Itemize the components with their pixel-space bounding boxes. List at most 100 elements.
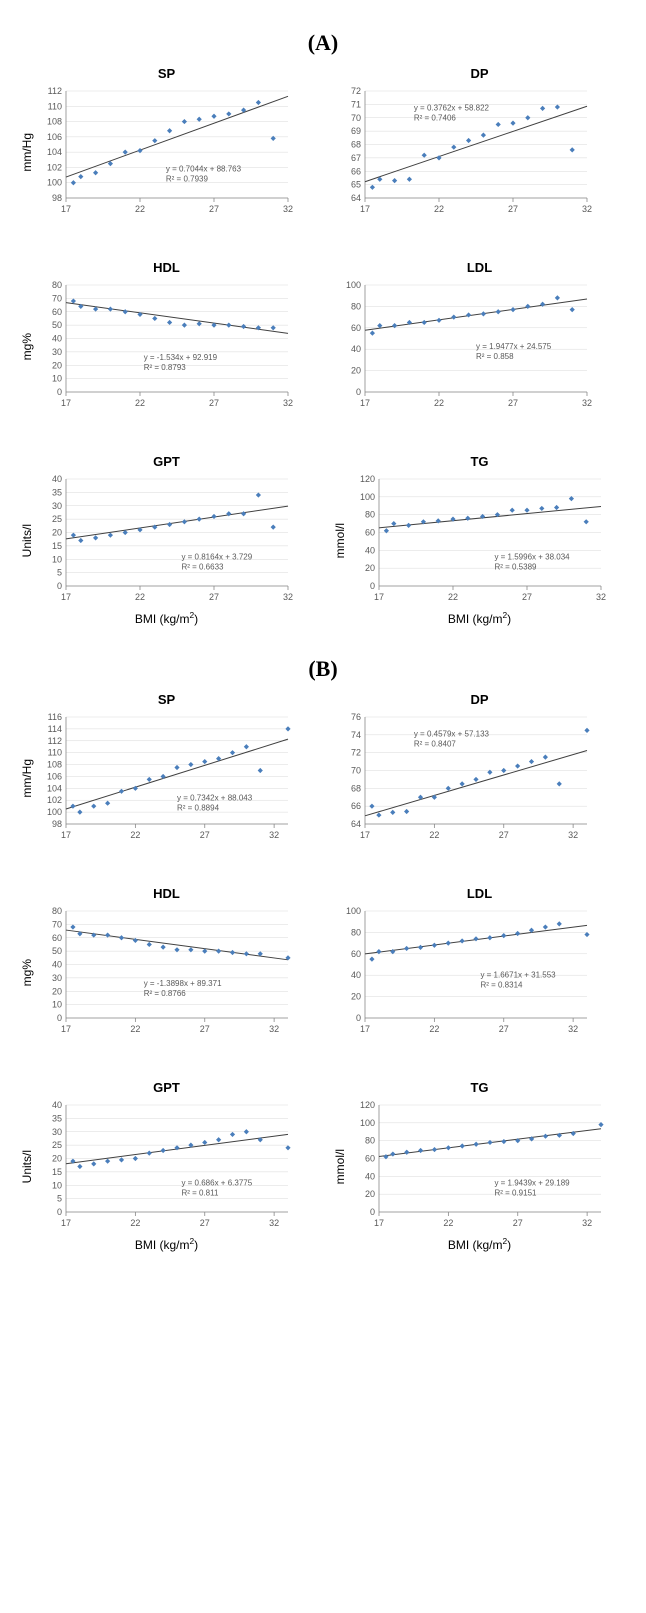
svg-text:112: 112 (48, 736, 62, 746)
chart-gpt: GPTUnits/l051015202530354017222732y = 0.… (20, 454, 313, 626)
x-axis-label: BMI (kg/m2) (20, 1236, 313, 1252)
svg-text:0: 0 (356, 1013, 361, 1023)
svg-text:80: 80 (351, 301, 361, 311)
svg-text:0: 0 (57, 581, 62, 591)
svg-text:50: 50 (52, 946, 62, 956)
svg-text:100: 100 (360, 492, 375, 502)
svg-text:40: 40 (351, 344, 361, 354)
svg-text:60: 60 (351, 323, 361, 333)
section-label: (A) (20, 30, 626, 56)
svg-text:22: 22 (135, 398, 145, 408)
svg-text:10: 10 (52, 554, 62, 564)
plot-area: 6466687072747617222732y = 0.4579x + 57.1… (335, 711, 595, 846)
svg-text:60: 60 (52, 933, 62, 943)
svg-text:100: 100 (346, 906, 361, 916)
svg-text:25: 25 (52, 1140, 62, 1150)
plot-area: 02040608010012017222732y = 1.5996x + 38.… (349, 473, 609, 608)
plot-area: 0102030405060708017222732y = -1.3898x + … (36, 905, 296, 1040)
svg-text:60: 60 (52, 307, 62, 317)
svg-text:71: 71 (351, 99, 361, 109)
svg-text:17: 17 (360, 204, 370, 214)
svg-text:60: 60 (365, 528, 375, 538)
svg-text:R² = 0.8766: R² = 0.8766 (144, 989, 187, 998)
svg-text:27: 27 (499, 1024, 509, 1034)
svg-text:98: 98 (52, 193, 62, 203)
svg-text:25: 25 (52, 514, 62, 524)
svg-text:100: 100 (47, 807, 62, 817)
svg-text:22: 22 (135, 204, 145, 214)
svg-text:27: 27 (209, 398, 219, 408)
plot-area: 9810010210410610811011211411617222732y =… (36, 711, 296, 846)
svg-text:40: 40 (52, 1100, 62, 1110)
svg-text:100: 100 (47, 178, 62, 188)
svg-text:20: 20 (351, 366, 361, 376)
svg-text:17: 17 (61, 1218, 71, 1228)
svg-text:74: 74 (351, 730, 361, 740)
svg-text:R² = 0.811: R² = 0.811 (181, 1188, 219, 1197)
svg-text:R² = 0.8894: R² = 0.8894 (177, 803, 220, 812)
svg-text:102: 102 (47, 795, 62, 805)
svg-text:32: 32 (283, 398, 293, 408)
svg-text:120: 120 (360, 474, 375, 484)
svg-text:27: 27 (522, 592, 532, 602)
svg-text:22: 22 (130, 830, 140, 840)
chart-title: GPT (20, 454, 313, 469)
svg-text:5: 5 (57, 568, 62, 578)
svg-text:y = -1.3898x + 89.371: y = -1.3898x + 89.371 (144, 979, 222, 988)
svg-text:27: 27 (508, 398, 518, 408)
svg-text:32: 32 (568, 830, 578, 840)
svg-text:y = 0.686x + 6.3775: y = 0.686x + 6.3775 (181, 1178, 252, 1187)
svg-text:R² = 0.6633: R² = 0.6633 (181, 562, 224, 571)
svg-text:y = 0.4579x + 57.133: y = 0.4579x + 57.133 (414, 729, 490, 738)
chart-title: LDL (333, 260, 626, 275)
chart-tg: TGmmol/l02040608010012017222732y = 1.599… (333, 454, 626, 626)
svg-text:17: 17 (360, 1024, 370, 1034)
svg-text:98: 98 (52, 819, 62, 829)
chart-ldl: LDL02040608010017222732y = 1.9477x + 24.… (333, 260, 626, 414)
y-axis-label: Units/l (20, 1150, 34, 1183)
svg-text:66: 66 (351, 166, 361, 176)
svg-text:104: 104 (47, 147, 62, 157)
svg-text:50: 50 (52, 320, 62, 330)
svg-text:y = 0.7044x + 88.763: y = 0.7044x + 88.763 (166, 164, 242, 173)
svg-text:110: 110 (48, 748, 62, 758)
svg-text:40: 40 (52, 474, 62, 484)
svg-text:R² = 0.8793: R² = 0.8793 (144, 363, 187, 372)
svg-text:10: 10 (52, 1180, 62, 1190)
plot-area: 051015202530354017222732y = 0.686x + 6.3… (36, 1099, 296, 1234)
svg-text:15: 15 (52, 541, 62, 551)
svg-text:102: 102 (47, 162, 62, 172)
section-label: (B) (20, 656, 626, 682)
svg-text:112: 112 (48, 86, 62, 96)
svg-text:22: 22 (443, 1218, 453, 1228)
svg-text:106: 106 (47, 132, 62, 142)
svg-text:70: 70 (351, 113, 361, 123)
svg-text:35: 35 (52, 1113, 62, 1123)
chart-title: DP (333, 66, 626, 81)
svg-text:66: 66 (351, 801, 361, 811)
svg-text:27: 27 (209, 204, 219, 214)
svg-text:80: 80 (52, 280, 62, 290)
chart-gpt: GPTUnits/l051015202530354017222732y = 0.… (20, 1080, 313, 1252)
svg-text:30: 30 (52, 1127, 62, 1137)
svg-text:22: 22 (448, 592, 458, 602)
svg-text:R² = 0.8407: R² = 0.8407 (414, 739, 457, 748)
svg-text:20: 20 (365, 563, 375, 573)
y-axis-label: mm/Hg (20, 133, 34, 172)
svg-text:80: 80 (365, 510, 375, 520)
svg-text:65: 65 (351, 180, 361, 190)
svg-text:76: 76 (351, 712, 361, 722)
svg-text:27: 27 (200, 830, 210, 840)
svg-text:22: 22 (429, 830, 439, 840)
svg-text:32: 32 (596, 592, 606, 602)
svg-text:35: 35 (52, 487, 62, 497)
chart-ldl: LDL02040608010017222732y = 1.6671x + 31.… (333, 886, 626, 1040)
svg-text:27: 27 (508, 204, 518, 214)
svg-text:20: 20 (52, 528, 62, 538)
svg-text:70: 70 (52, 293, 62, 303)
svg-text:110: 110 (48, 101, 62, 111)
svg-text:104: 104 (47, 783, 62, 793)
svg-text:72: 72 (351, 748, 361, 758)
svg-text:22: 22 (130, 1218, 140, 1228)
svg-text:R² = 0.9151: R² = 0.9151 (494, 1188, 537, 1197)
